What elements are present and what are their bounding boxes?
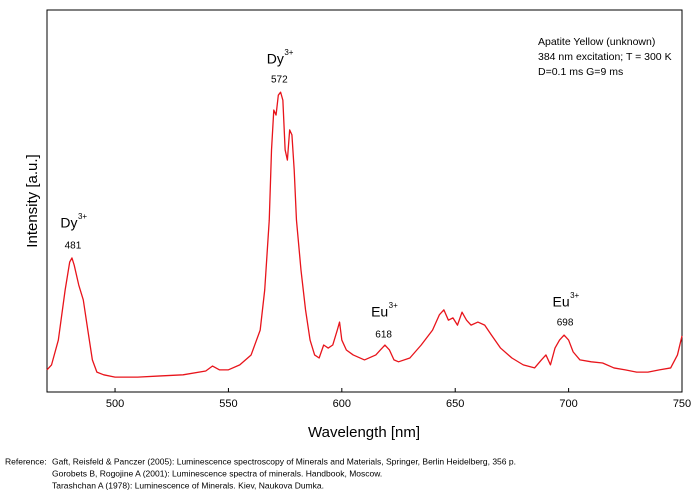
annotation-ion: Dy [60, 215, 77, 231]
annotation-charge: 3+ [570, 291, 579, 300]
info-line: Apatite Yellow (unknown) [538, 36, 655, 48]
annotation-wavelength: 572 [271, 75, 288, 86]
x-tick-label: 550 [219, 398, 237, 410]
x-tick-label: 500 [106, 398, 124, 410]
annotation-ion: Eu [371, 304, 388, 320]
annotation-ion: Dy [267, 51, 284, 67]
x-tick-label: 750 [673, 398, 691, 410]
annotation-wavelength: 481 [65, 241, 82, 252]
reference: Gorobets B, Rogojine A (2001): Luminesce… [52, 468, 382, 478]
info-line: D=0.1 ms G=9 ms [538, 66, 623, 78]
info-line: 384 nm excitation; T = 300 K [538, 51, 672, 63]
annotation-ion: Eu [553, 294, 570, 310]
x-axis-label: Wavelength [nm] [308, 424, 420, 441]
reference-label: Reference: [5, 456, 47, 466]
annotation-charge: 3+ [284, 48, 293, 57]
reference: Tarashchan A (1978): Luminescence of Min… [52, 480, 324, 490]
x-tick-label: 600 [333, 398, 351, 410]
annotation-wavelength: 618 [375, 330, 392, 341]
annotation-wavelength: 698 [557, 318, 574, 329]
annotation-charge: 3+ [389, 301, 398, 310]
annotation-charge: 3+ [78, 212, 87, 221]
reference: Gaft, Reisfeld & Panczer (2005): Lumines… [52, 456, 516, 466]
y-axis-label: Intensity [a.u.] [24, 154, 41, 247]
plot-frame [46, 9, 683, 393]
x-tick-label: 650 [446, 398, 464, 410]
x-tick-label: 700 [559, 398, 577, 410]
spectrum-line [46, 91, 683, 378]
